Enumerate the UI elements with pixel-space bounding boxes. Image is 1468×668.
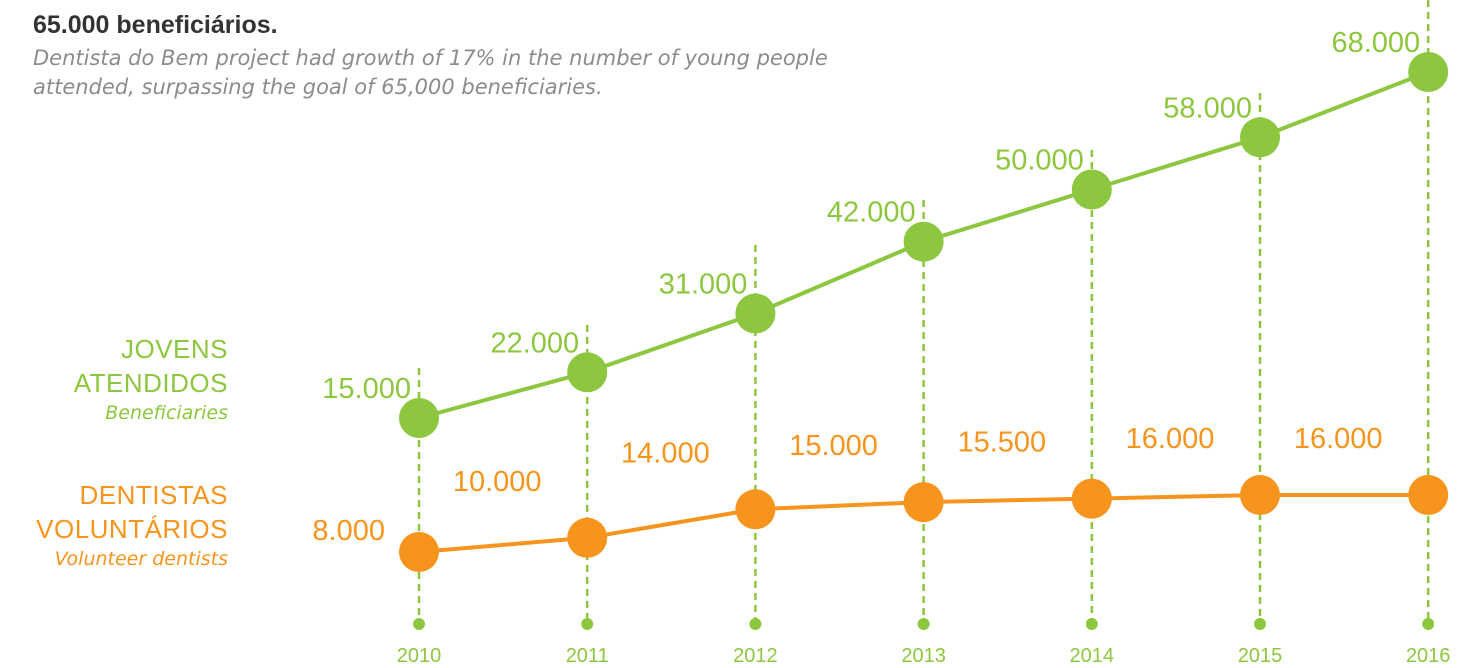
legend-dentists: DENTISTAS VOLUNTÁRIOS Volunteer dentists xyxy=(36,478,228,572)
data-label-jovens-2012: 31.000 xyxy=(659,269,748,301)
axis-dot-2010 xyxy=(413,618,425,630)
legend-youth: JOVENS ATENDIDOS Beneficiaries xyxy=(74,332,228,426)
legend-youth-subtitle: Beneficiaries xyxy=(105,402,228,424)
axis-dot-2011 xyxy=(581,618,594,630)
x-tick-label-2016: 2016 xyxy=(1406,645,1451,667)
chart-subtitle: Dentista do Bem project had growth of 17… xyxy=(33,46,828,99)
point-dentistas-2011 xyxy=(567,517,608,558)
data-label-jovens-2013: 42.000 xyxy=(827,197,916,229)
legend-youth-title: JOVENS ATENDIDOS xyxy=(74,332,228,400)
x-tick-label-2013: 2013 xyxy=(901,645,946,667)
data-label-jovens-2011: 22.000 xyxy=(490,327,579,359)
data-label-dentistas-2014: 15.500 xyxy=(957,427,1046,459)
data-label-dentistas-2015: 16.000 xyxy=(1126,423,1215,455)
point-dentistas-2013 xyxy=(903,482,944,523)
data-label-jovens-2010: 15.000 xyxy=(322,373,411,405)
data-label-jovens-2016: 68.000 xyxy=(1331,27,1420,59)
data-label-dentistas-2013: 15.000 xyxy=(789,430,878,462)
legend-dentists-title: DENTISTAS VOLUNTÁRIOS xyxy=(36,478,228,546)
data-label-dentistas-2010: 8.000 xyxy=(312,515,385,547)
data-label-jovens-2014: 50.000 xyxy=(995,145,1084,177)
x-tick-label-2010: 2010 xyxy=(397,645,442,667)
point-dentistas-2014 xyxy=(1071,478,1112,519)
point-jovens-2013 xyxy=(903,221,944,262)
point-jovens-2016 xyxy=(1408,52,1449,92)
chart-heading: 65.000 beneficiários. xyxy=(33,11,278,39)
data-label-dentistas-2011: 10.000 xyxy=(453,466,542,498)
point-dentistas-2010 xyxy=(399,532,439,572)
axis-dot-2015 xyxy=(1254,618,1266,630)
legend-dentists-title-line1: DENTISTAS xyxy=(79,480,228,510)
data-label-dentistas-2012: 14.000 xyxy=(621,437,710,469)
point-jovens-2014 xyxy=(1071,169,1112,210)
legend-youth-title-line2: ATENDIDOS xyxy=(73,368,228,398)
point-jovens-2011 xyxy=(567,352,608,393)
legend-youth-title-line1: JOVENS xyxy=(120,334,228,364)
legend-dentists-subtitle: Volunteer dentists xyxy=(54,548,228,570)
point-jovens-2010 xyxy=(399,398,439,438)
point-jovens-2012 xyxy=(735,293,776,334)
point-jovens-2015 xyxy=(1240,117,1280,158)
x-tick-label-2014: 2014 xyxy=(1070,645,1115,667)
point-dentistas-2015 xyxy=(1240,475,1280,515)
x-tick-label-2011: 2011 xyxy=(566,645,609,667)
axis-dot-2016 xyxy=(1422,618,1435,630)
x-tick-label-2012: 2012 xyxy=(733,645,778,667)
x-tick-label-2015: 2015 xyxy=(1238,645,1283,667)
data-label-jovens-2015: 58.000 xyxy=(1163,92,1252,124)
axis-dot-2012 xyxy=(749,618,762,630)
data-label-dentistas-2016: 16.000 xyxy=(1294,423,1383,455)
point-dentistas-2012 xyxy=(735,489,776,530)
axis-dot-2013 xyxy=(917,618,930,630)
legend-dentists-title-line2: VOLUNTÁRIOS xyxy=(36,514,228,544)
point-dentistas-2016 xyxy=(1408,475,1449,515)
axis-dot-2014 xyxy=(1085,618,1098,630)
